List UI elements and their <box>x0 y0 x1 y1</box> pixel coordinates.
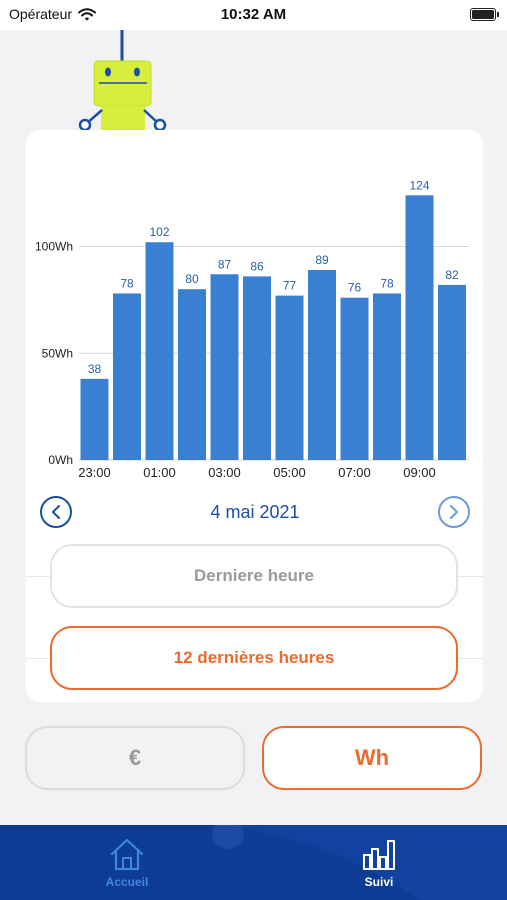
carrier-label: Opérateur <box>9 6 73 22</box>
chart-bar <box>308 269 336 460</box>
previous-day-button[interactable] <box>40 496 72 528</box>
tab-suivi[interactable]: Suivi <box>334 837 424 889</box>
bar-value-label: 89 <box>315 253 329 267</box>
next-day-button[interactable] <box>438 496 470 528</box>
chart-bar <box>145 242 174 460</box>
x-tick-label: 03:00 <box>208 465 241 480</box>
y-tick-label: 0Wh <box>48 453 73 467</box>
chevron-left-icon <box>52 505 60 519</box>
tab-suivi-label: Suivi <box>364 875 394 889</box>
x-tick-label: 23:00 <box>78 465 111 480</box>
last-12-hours-button[interactable]: 12 dernières heures <box>50 626 458 690</box>
home-icon <box>110 838 144 871</box>
tab-bar: Accueil Suivi <box>0 825 507 900</box>
bar-value-label: 86 <box>250 259 264 273</box>
chart-bar <box>178 289 206 460</box>
y-tick-label: 50Wh <box>42 346 73 360</box>
chart-bar <box>340 297 369 460</box>
chart-bar <box>243 276 271 460</box>
chart-bar <box>80 378 109 460</box>
bar-value-label: 78 <box>120 276 134 290</box>
bar-value-label: 38 <box>88 362 102 376</box>
last-hour-button[interactable]: Derniere heure <box>50 544 458 608</box>
euro-unit-button[interactable]: € <box>25 726 245 790</box>
chart-bar <box>113 293 141 460</box>
bar-value-label: 102 <box>149 225 169 239</box>
bar-value-label: 78 <box>380 276 394 290</box>
wifi-icon <box>78 7 97 21</box>
bar-value-label: 77 <box>283 279 297 293</box>
robot-mascot-icon <box>78 30 167 132</box>
battery-icon <box>470 8 499 21</box>
chart-bar <box>275 295 304 460</box>
bar-chart-icon <box>363 840 395 870</box>
chart-card: 0Wh 50Wh 100Wh 38 78 102 80 87 86 77 89 76 78 124 82 23… <box>26 130 483 702</box>
consumption-bar-chart: 0Wh 50Wh 100Wh 38 78 102 80 87 86 77 89 76 78 124 82 23… <box>35 178 469 480</box>
carrier: Opérateur <box>9 6 97 22</box>
y-tick-label: 100Wh <box>35 240 73 254</box>
x-tick-label: 01:00 <box>143 465 176 480</box>
tab-bar-decoration <box>170 825 507 900</box>
bar-value-label: 124 <box>409 178 429 192</box>
chart-bar <box>210 274 239 460</box>
bar-value-label: 76 <box>348 281 362 295</box>
bar-value-label: 82 <box>445 268 459 282</box>
tab-accueil-label: Accueil <box>105 875 149 889</box>
x-tick-label: 07:00 <box>338 465 371 480</box>
clock: 10:32 AM <box>220 6 287 23</box>
date-navigation: 4 mai 2021 <box>40 494 470 530</box>
x-tick-label: 09:00 <box>403 465 436 480</box>
tab-accueil[interactable]: Accueil <box>82 837 172 889</box>
bar-value-label: 87 <box>218 257 232 271</box>
selected-date: 4 mai 2021 <box>210 502 300 522</box>
chart-bar <box>373 293 401 460</box>
x-tick-label: 05:00 <box>273 465 306 480</box>
bar-value-label: 80 <box>185 272 199 286</box>
chart-bar <box>405 195 434 460</box>
chart-bar <box>438 284 466 460</box>
chevron-right-icon <box>450 505 458 519</box>
status-bar: Opérateur 10:32 AM <box>0 0 507 30</box>
wh-unit-button[interactable]: Wh <box>262 726 482 790</box>
